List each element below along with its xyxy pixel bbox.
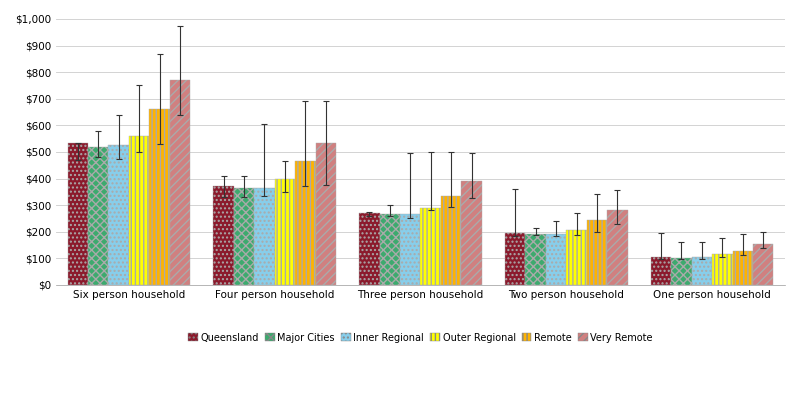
- Bar: [462, 181, 482, 285]
- Legend: Queensland, Major Cities, Inner Regional, Outer Regional, Remote, Very Remote: Queensland, Major Cities, Inner Regional…: [184, 329, 657, 346]
- Bar: [129, 136, 150, 285]
- Bar: [295, 161, 315, 285]
- Bar: [170, 80, 190, 285]
- Bar: [109, 145, 129, 285]
- Bar: [315, 143, 336, 285]
- Bar: [400, 214, 421, 285]
- Bar: [254, 188, 274, 285]
- Bar: [733, 251, 753, 285]
- Bar: [607, 210, 627, 285]
- Bar: [753, 244, 774, 285]
- Bar: [234, 188, 254, 285]
- Bar: [441, 196, 462, 285]
- Bar: [150, 109, 170, 285]
- Bar: [274, 178, 295, 285]
- Bar: [546, 234, 566, 285]
- Bar: [68, 143, 88, 285]
- Bar: [692, 258, 712, 285]
- Bar: [421, 208, 441, 285]
- Bar: [526, 234, 546, 285]
- Bar: [651, 257, 671, 285]
- Bar: [380, 214, 400, 285]
- Bar: [505, 233, 526, 285]
- Bar: [586, 220, 607, 285]
- Bar: [88, 147, 109, 285]
- Bar: [712, 254, 733, 285]
- Bar: [214, 186, 234, 285]
- Bar: [566, 230, 586, 285]
- Bar: [359, 213, 380, 285]
- Bar: [671, 258, 692, 285]
